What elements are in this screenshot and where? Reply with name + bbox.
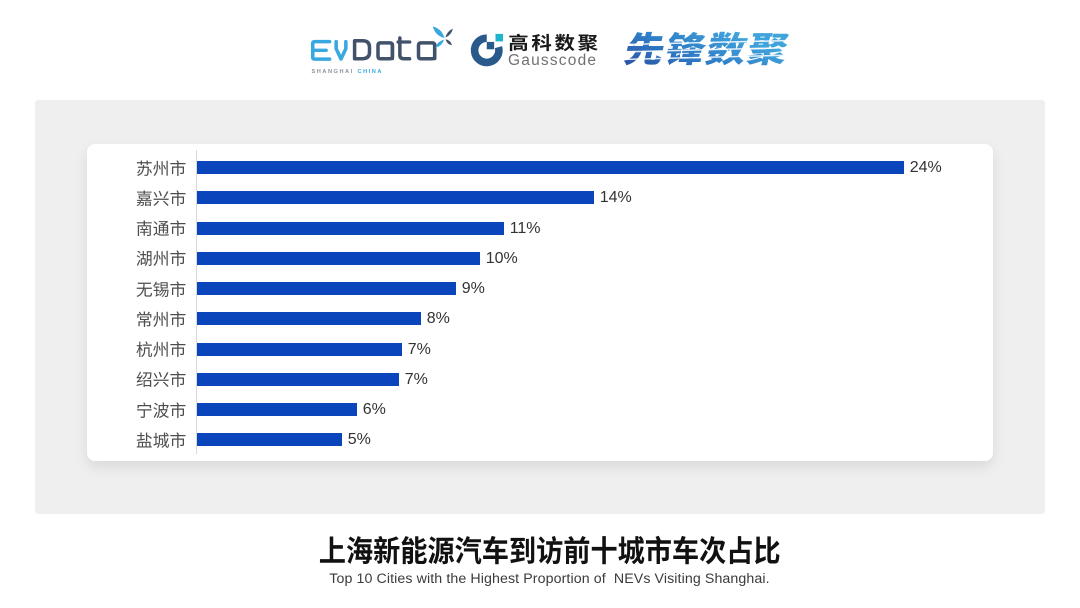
svg-text:SHANGHAI: SHANGHAI — [312, 69, 354, 75]
svg-text:CHINA: CHINA — [358, 69, 383, 75]
